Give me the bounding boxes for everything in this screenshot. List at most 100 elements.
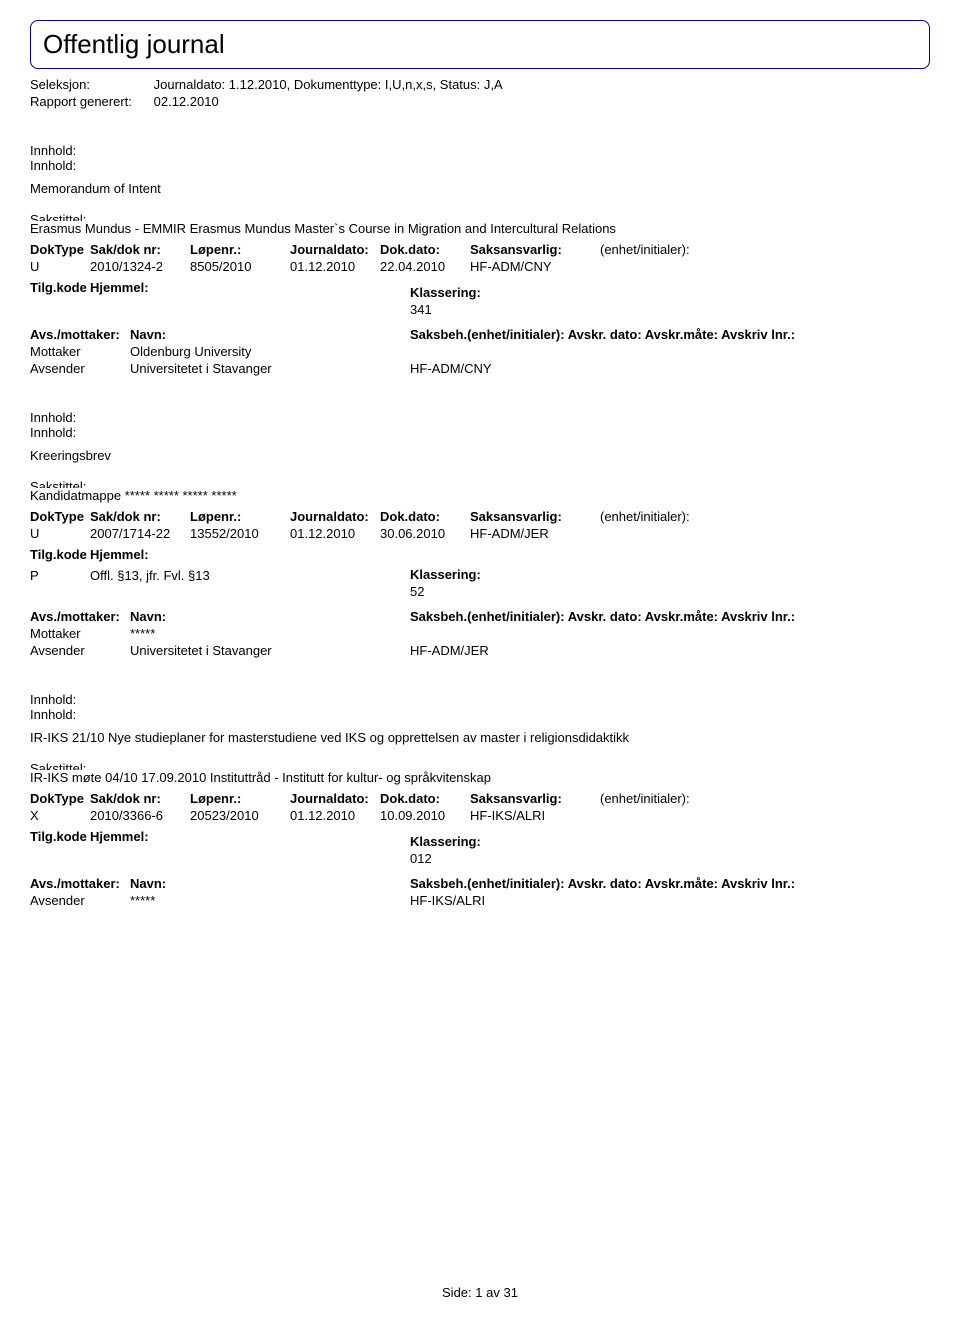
dokdato-value: 30.06.2010 (380, 526, 470, 541)
navn-label: Navn: (130, 876, 410, 891)
doc-header-row: DokType Sak/dok nr: Løpenr.: Journaldato… (30, 509, 930, 524)
doktype-value: U (30, 259, 90, 274)
party-role: Avsender (30, 893, 130, 908)
party-name: ***** (130, 626, 410, 641)
report-value: 02.12.2010 (154, 94, 219, 109)
doktype-label: DokType (30, 509, 90, 524)
doktype-label: DokType (30, 242, 90, 257)
dokdato-value: 10.09.2010 (380, 808, 470, 823)
doktype-value: X (30, 808, 90, 823)
hjemmel-label: Hjemmel: (90, 547, 390, 562)
navn-label: Navn: (130, 609, 410, 624)
party-header-row: Avs./mottaker: Navn: Saksbeh.(enhet/init… (30, 876, 930, 891)
lopenr-label: Løpenr.: (190, 791, 290, 806)
page-title: Offentlig journal (43, 29, 917, 60)
report-label: Rapport generert: (30, 94, 150, 109)
dokdato-label: Dok.dato: (380, 509, 470, 524)
innhold-hidden-label: Innhold: (30, 692, 930, 707)
journal-entry: Innhold: Innhold: IR-IKS 21/10 Nye studi… (30, 686, 930, 908)
tilgkode-label: Tilg.kode (30, 829, 90, 844)
sakdok-label: Sak/dok nr: (90, 509, 190, 524)
innhold-label: Innhold: (30, 425, 930, 440)
doc-header-row: DokType Sak/dok nr: Løpenr.: Journaldato… (30, 242, 930, 257)
party-unit (410, 626, 930, 641)
lopenr-label: Løpenr.: (190, 242, 290, 257)
title-box: Offentlig journal (30, 20, 930, 69)
party-unit (410, 344, 930, 359)
sakdok-label: Sak/dok nr: (90, 791, 190, 806)
saksbeh-label: Saksbeh.(enhet/initialer): Avskr. dato: … (410, 876, 930, 891)
saksbeh-label: Saksbeh.(enhet/initialer): Avskr. dato: … (410, 327, 930, 342)
innhold-hidden-label: Innhold: (30, 143, 930, 158)
enhet-init-label: (enhet/initialer): (600, 242, 930, 257)
innhold-label: Innhold: (30, 158, 930, 173)
avs-mottaker-label: Avs./mottaker: (30, 609, 130, 624)
footer-page: 1 (475, 1285, 482, 1300)
party-row: Avsender Universitetet i Stavanger HF-AD… (30, 361, 930, 376)
saksansvarlig-label: Saksansvarlig: (470, 242, 600, 257)
enhet-init-label: (enhet/initialer): (600, 791, 930, 806)
journaldato-label: Journaldato: (290, 509, 380, 524)
journaldato-value: 01.12.2010 (290, 259, 380, 274)
party-role: Avsender (30, 361, 130, 376)
party-header-row: Avs./mottaker: Navn: Saksbeh.(enhet/init… (30, 609, 930, 624)
tilgkode-label: Tilg.kode (30, 280, 90, 295)
sakdok-value: 2010/3366-6 (90, 808, 190, 823)
party-role: Avsender (30, 643, 130, 658)
innhold-hidden-label: Innhold: (30, 410, 930, 425)
innhold-text: Kreeringsbrev (30, 448, 930, 463)
doc-value-row: U 2007/1714-22 13552/2010 01.12.2010 30.… (30, 526, 930, 541)
dokdato-label: Dok.dato: (380, 791, 470, 806)
sakstittel-text: Erasmus Mundus - EMMIR Erasmus Mundus Ma… (30, 221, 930, 236)
avs-mottaker-label: Avs./mottaker: (30, 876, 130, 891)
innhold-text: Memorandum of Intent (30, 181, 930, 196)
party-row: Mottaker ***** (30, 626, 930, 641)
doc-value-row: U 2010/1324-2 8505/2010 01.12.2010 22.04… (30, 259, 930, 274)
dokdato-label: Dok.dato: (380, 242, 470, 257)
dokdato-value: 22.04.2010 (380, 259, 470, 274)
doc-header-row: DokType Sak/dok nr: Løpenr.: Journaldato… (30, 791, 930, 806)
party-unit: HF-IKS/ALRI (410, 893, 930, 908)
journaldato-value: 01.12.2010 (290, 526, 380, 541)
sakdok-value: 2010/1324-2 (90, 259, 190, 274)
avs-mottaker-label: Avs./mottaker: (30, 327, 130, 342)
journaldato-label: Journaldato: (290, 791, 380, 806)
saksansvarlig-value: HF-ADM/JER (470, 526, 600, 541)
innhold-text: IR-IKS 21/10 Nye studieplaner for master… (30, 730, 930, 745)
party-name: ***** (130, 893, 410, 908)
doktype-value: U (30, 526, 90, 541)
footer-av: av (486, 1285, 500, 1300)
doktype-label: DokType (30, 791, 90, 806)
journaldato-value: 01.12.2010 (290, 808, 380, 823)
sakdok-value: 2007/1714-22 (90, 526, 190, 541)
journal-entry: Innhold: Innhold: Kreeringsbrev Sakstitt… (30, 404, 930, 658)
party-header-row: Avs./mottaker: Navn: Saksbeh.(enhet/init… (30, 327, 930, 342)
saksansvarlig-label: Saksansvarlig: (470, 509, 600, 524)
sakdok-label: Sak/dok nr: (90, 242, 190, 257)
saksansvarlig-value: HF-ADM/CNY (470, 259, 600, 274)
hjemmel-value: Offl. §13, jfr. Fvl. §13 (90, 568, 390, 583)
lopenr-value: 13552/2010 (190, 526, 290, 541)
saksbeh-label: Saksbeh.(enhet/initialer): Avskr. dato: … (410, 609, 930, 624)
selection-value: Journaldato: 1.12.2010, Dokumenttype: I,… (154, 77, 503, 92)
sakstittel-text: Kandidatmappe ***** ***** ***** ***** (30, 488, 930, 503)
report-row: Rapport generert: 02.12.2010 (30, 94, 930, 109)
party-row: Mottaker Oldenburg University (30, 344, 930, 359)
tilgkode-header-row: Tilg.kode Hjemmel: (30, 547, 930, 562)
party-unit: HF-ADM/CNY (410, 361, 930, 376)
party-row: Avsender Universitetet i Stavanger HF-AD… (30, 643, 930, 658)
klassering-value: 341 (410, 302, 930, 317)
footer-side-label: Side: (442, 1285, 472, 1300)
party-role: Mottaker (30, 626, 130, 641)
journal-entry: Innhold: Innhold: Memorandum of Intent S… (30, 137, 930, 376)
sakstittel-text: IR-IKS møte 04/10 17.09.2010 Instituttrå… (30, 770, 930, 785)
navn-label: Navn: (130, 327, 410, 342)
doc-value-row: X 2010/3366-6 20523/2010 01.12.2010 10.0… (30, 808, 930, 823)
klassering-value: 52 (410, 584, 930, 599)
tilgkode-label: Tilg.kode (30, 547, 90, 562)
page-footer: Side: 1 av 31 (0, 1285, 960, 1300)
party-name: Oldenburg University (130, 344, 410, 359)
klassering-value: 012 (410, 851, 930, 866)
hjemmel-label: Hjemmel: (90, 280, 390, 295)
selection-row: Seleksjon: Journaldato: 1.12.2010, Dokum… (30, 77, 930, 92)
